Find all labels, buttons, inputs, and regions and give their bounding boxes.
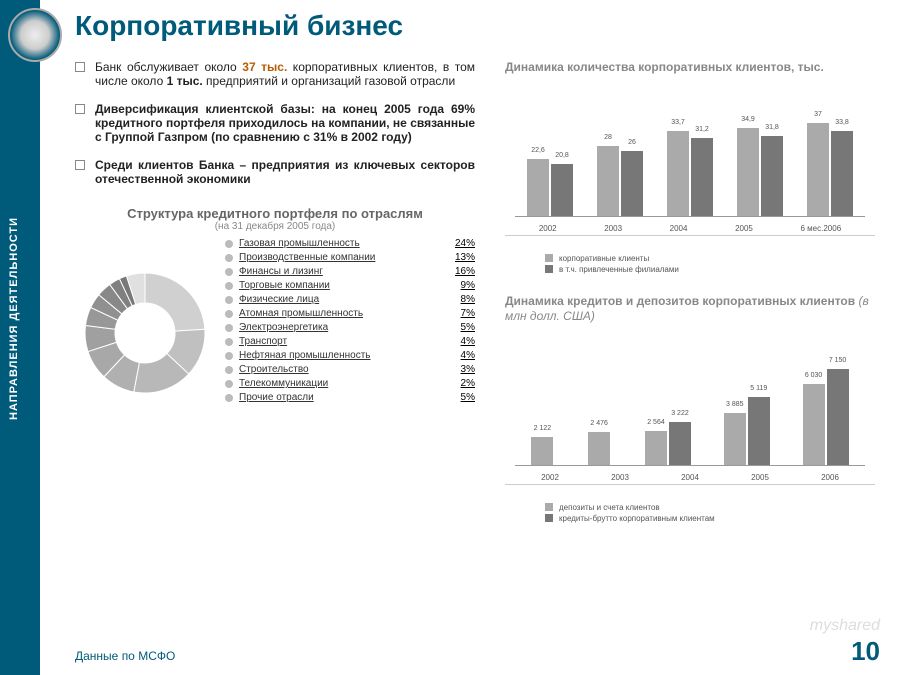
bar: 22,6 xyxy=(527,159,549,216)
bar: 6 030 xyxy=(803,384,825,464)
legend-row: Торговые компании9% xyxy=(225,280,475,291)
legend-row: Нефтяная промышленность4% xyxy=(225,350,475,361)
watermark: myshared xyxy=(810,617,880,635)
bullet-item: Среди клиентов Банка – предприятия из кл… xyxy=(75,158,475,186)
x-label: 2002 xyxy=(539,224,557,233)
right-column: Динамика количества корпоративных клиент… xyxy=(505,60,875,543)
bar: 26 xyxy=(621,151,643,216)
legend-row: Электроэнергетика5% xyxy=(225,322,475,333)
x-label: 2004 xyxy=(681,473,699,482)
page-number: 10 xyxy=(851,636,880,667)
main-content: Корпоративный бизнес Банк обслуживает ок… xyxy=(75,10,880,655)
x-label: 2005 xyxy=(751,473,769,482)
chart2-legend: депозиты и счета клиентов кредиты-брутто … xyxy=(505,503,875,523)
left-column: Банк обслуживает около 37 тыс. корпорати… xyxy=(75,60,475,543)
portfolio-chart-area: Газовая промышленность24% Производственны… xyxy=(75,238,475,418)
footer-note: Данные по МСФО xyxy=(75,649,175,663)
chart-legend-row: в т.ч. привлеченные филиалами xyxy=(545,265,875,274)
bullet-item: Диверсификация клиентской базы: на конец… xyxy=(75,102,475,144)
bar: 33,8 xyxy=(831,131,853,216)
legend-row: Газовая промышленность24% xyxy=(225,238,475,249)
x-label: 2004 xyxy=(670,224,688,233)
bar-group: 2826 xyxy=(597,146,643,216)
legend-row: Прочие отрасли5% xyxy=(225,392,475,403)
bullet-list: Банк обслуживает около 37 тыс. корпорати… xyxy=(75,60,475,186)
legend-row: Строительство3% xyxy=(225,364,475,375)
chart-legend-row: депозиты и счета клиентов xyxy=(545,503,875,512)
chart1-title: Динамика количества корпоративных клиент… xyxy=(505,60,875,76)
x-label: 2006 xyxy=(821,473,839,482)
bar-group: 6 0307 150 xyxy=(803,369,849,464)
chart2: 2 122 2 476 2 5643 222 3 8855 119 6 0307 150… xyxy=(505,335,875,485)
portfolio-legend: Газовая промышленность24% Производственны… xyxy=(225,238,475,406)
x-label: 2005 xyxy=(735,224,753,233)
bar-group: 22,620,8 xyxy=(527,159,573,216)
chart2-title: Динамика кредитов и депозитов корпоратив… xyxy=(505,294,875,325)
bar: 31,2 xyxy=(691,138,713,216)
x-label: 6 мес.2006 xyxy=(801,224,842,233)
page-title: Корпоративный бизнес xyxy=(75,10,880,42)
bar: 28 xyxy=(597,146,619,216)
bar: 7 150 xyxy=(827,369,849,464)
bar: 31,8 xyxy=(761,136,783,216)
x-label: 2003 xyxy=(604,224,622,233)
bar-group: 3 8855 119 xyxy=(724,397,770,465)
bar-group: 33,731,2 xyxy=(667,131,713,215)
donut-chart xyxy=(75,238,225,418)
x-label: 2003 xyxy=(611,473,629,482)
bar: 2 476 xyxy=(588,432,610,465)
logo-icon xyxy=(8,8,62,62)
legend-row: Транспорт4% xyxy=(225,336,475,347)
bar: 37 xyxy=(807,123,829,216)
bar: 2 122 xyxy=(531,437,553,465)
bar: 2 564 xyxy=(645,431,667,465)
bar: 20,8 xyxy=(551,164,573,216)
legend-row: Производственные компании13% xyxy=(225,252,475,263)
chart2-title-main: Динамика кредитов и депозитов корпоратив… xyxy=(505,294,858,308)
bar: 5 119 xyxy=(748,397,770,465)
portfolio-subtitle: (на 31 декабря 2005 года) xyxy=(75,221,475,232)
legend-row: Финансы и лизинг16% xyxy=(225,266,475,277)
x-label: 2002 xyxy=(541,473,559,482)
bar-group: 2 5643 222 xyxy=(645,422,691,465)
bullet-item: Банк обслуживает около 37 тыс. корпорати… xyxy=(75,60,475,88)
legend-row: Атомная промышленность7% xyxy=(225,308,475,319)
legend-row: Телекоммуникации2% xyxy=(225,378,475,389)
bar: 3 222 xyxy=(669,422,691,465)
portfolio-title: Структура кредитного портфеля по отрасля… xyxy=(75,206,475,221)
bar: 33,7 xyxy=(667,131,689,215)
chart-legend-row: кредиты-брутто корпоративным клиентам xyxy=(545,514,875,523)
bar-group: 3733,8 xyxy=(807,123,853,216)
bar-group: 2 122 xyxy=(531,437,555,465)
chart-legend-row: корпоративные клиенты xyxy=(545,254,875,263)
chart1-legend: корпоративные клиенты в т.ч. привлеченные… xyxy=(505,254,875,274)
bar: 34,9 xyxy=(737,128,759,215)
sidebar-band: НАПРАВЛЕНИЯ ДЕЯТЕЛЬНОСТИ xyxy=(0,0,40,675)
sidebar-text: НАПРАВЛЕНИЯ ДЕЯТЕЛЬНОСТИ xyxy=(8,217,20,420)
chart1: 22,620,8 2826 33,731,2 34,931,8 3733,8 2002 2… xyxy=(505,86,875,236)
bar-group: 2 476 xyxy=(588,432,612,465)
bar: 3 885 xyxy=(724,413,746,465)
bar-group: 34,931,8 xyxy=(737,128,783,215)
legend-row: Физические лица8% xyxy=(225,294,475,305)
